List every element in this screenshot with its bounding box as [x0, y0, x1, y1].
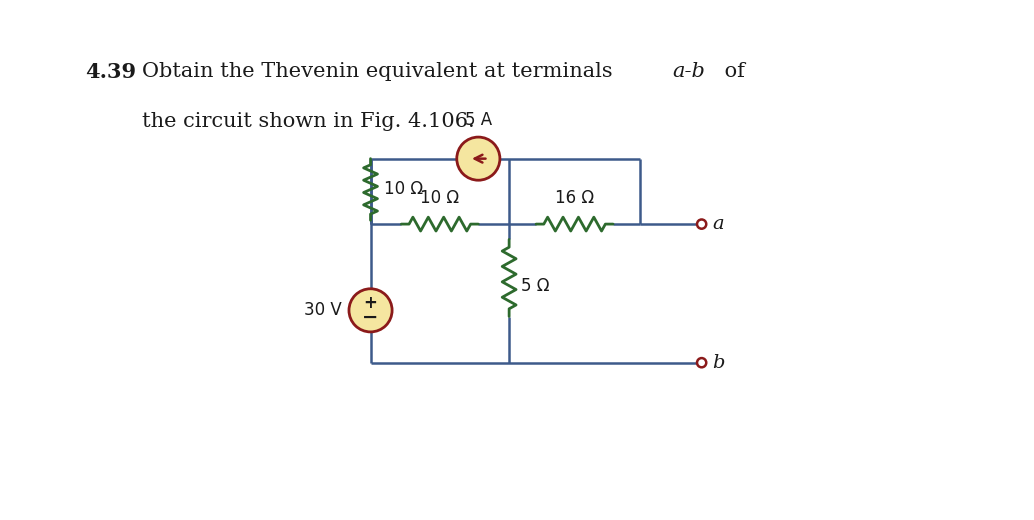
Ellipse shape	[348, 289, 392, 332]
Text: b: b	[712, 354, 725, 372]
Text: 4.39: 4.39	[85, 62, 135, 82]
Text: 10 Ω: 10 Ω	[420, 189, 459, 207]
Text: 5 A: 5 A	[464, 111, 492, 129]
Text: 30 V: 30 V	[304, 301, 341, 319]
Text: a: a	[712, 215, 724, 233]
Text: 5 Ω: 5 Ω	[521, 277, 549, 295]
Text: the circuit shown in Fig. 4.106.: the circuit shown in Fig. 4.106.	[142, 112, 475, 131]
Text: +: +	[364, 294, 377, 313]
Text: −: −	[362, 308, 378, 327]
Circle shape	[697, 358, 706, 367]
Text: a-b: a-b	[672, 62, 705, 82]
Circle shape	[697, 219, 706, 229]
Text: of: of	[718, 62, 744, 82]
Text: 16 Ω: 16 Ω	[555, 189, 595, 207]
Ellipse shape	[457, 137, 499, 180]
Text: Obtain the Thevenin equivalent at terminals: Obtain the Thevenin equivalent at termin…	[142, 62, 619, 82]
Text: 10 Ω: 10 Ω	[385, 180, 424, 199]
